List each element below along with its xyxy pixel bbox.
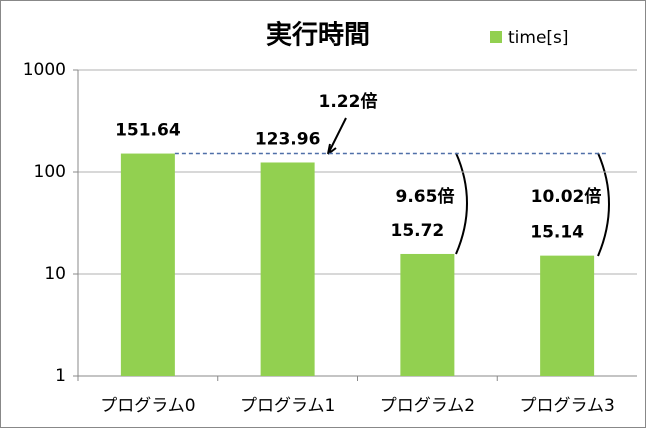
bar <box>120 153 175 376</box>
bar <box>400 253 455 376</box>
annotation: 9.65倍 <box>396 186 455 207</box>
x-tick-label: プログラム1 <box>240 396 335 416</box>
x-tick-label: プログラム2 <box>380 396 475 416</box>
y-tick-label: 100 <box>34 162 66 182</box>
data-label: 15.14 <box>530 223 584 243</box>
annotation: 1.22倍 <box>319 91 378 112</box>
data-label: 123.96 <box>255 129 321 149</box>
legend-label: time[s] <box>508 28 569 48</box>
legend-swatch <box>490 31 502 43</box>
annotation: 10.02倍 <box>531 186 602 207</box>
bar <box>540 255 595 376</box>
chart-title: 実行時間 <box>266 20 370 51</box>
bracket <box>597 152 610 257</box>
data-label: 151.64 <box>115 121 181 141</box>
data-label: 15.72 <box>390 221 444 241</box>
x-tick-label: プログラム0 <box>100 396 195 416</box>
y-tick-label: 1000 <box>23 60 66 80</box>
y-tick-label: 1 <box>55 366 66 386</box>
bar <box>260 162 315 376</box>
y-tick-label: 10 <box>44 264 66 284</box>
x-tick-label: プログラム3 <box>519 396 614 416</box>
bracket <box>455 152 468 255</box>
